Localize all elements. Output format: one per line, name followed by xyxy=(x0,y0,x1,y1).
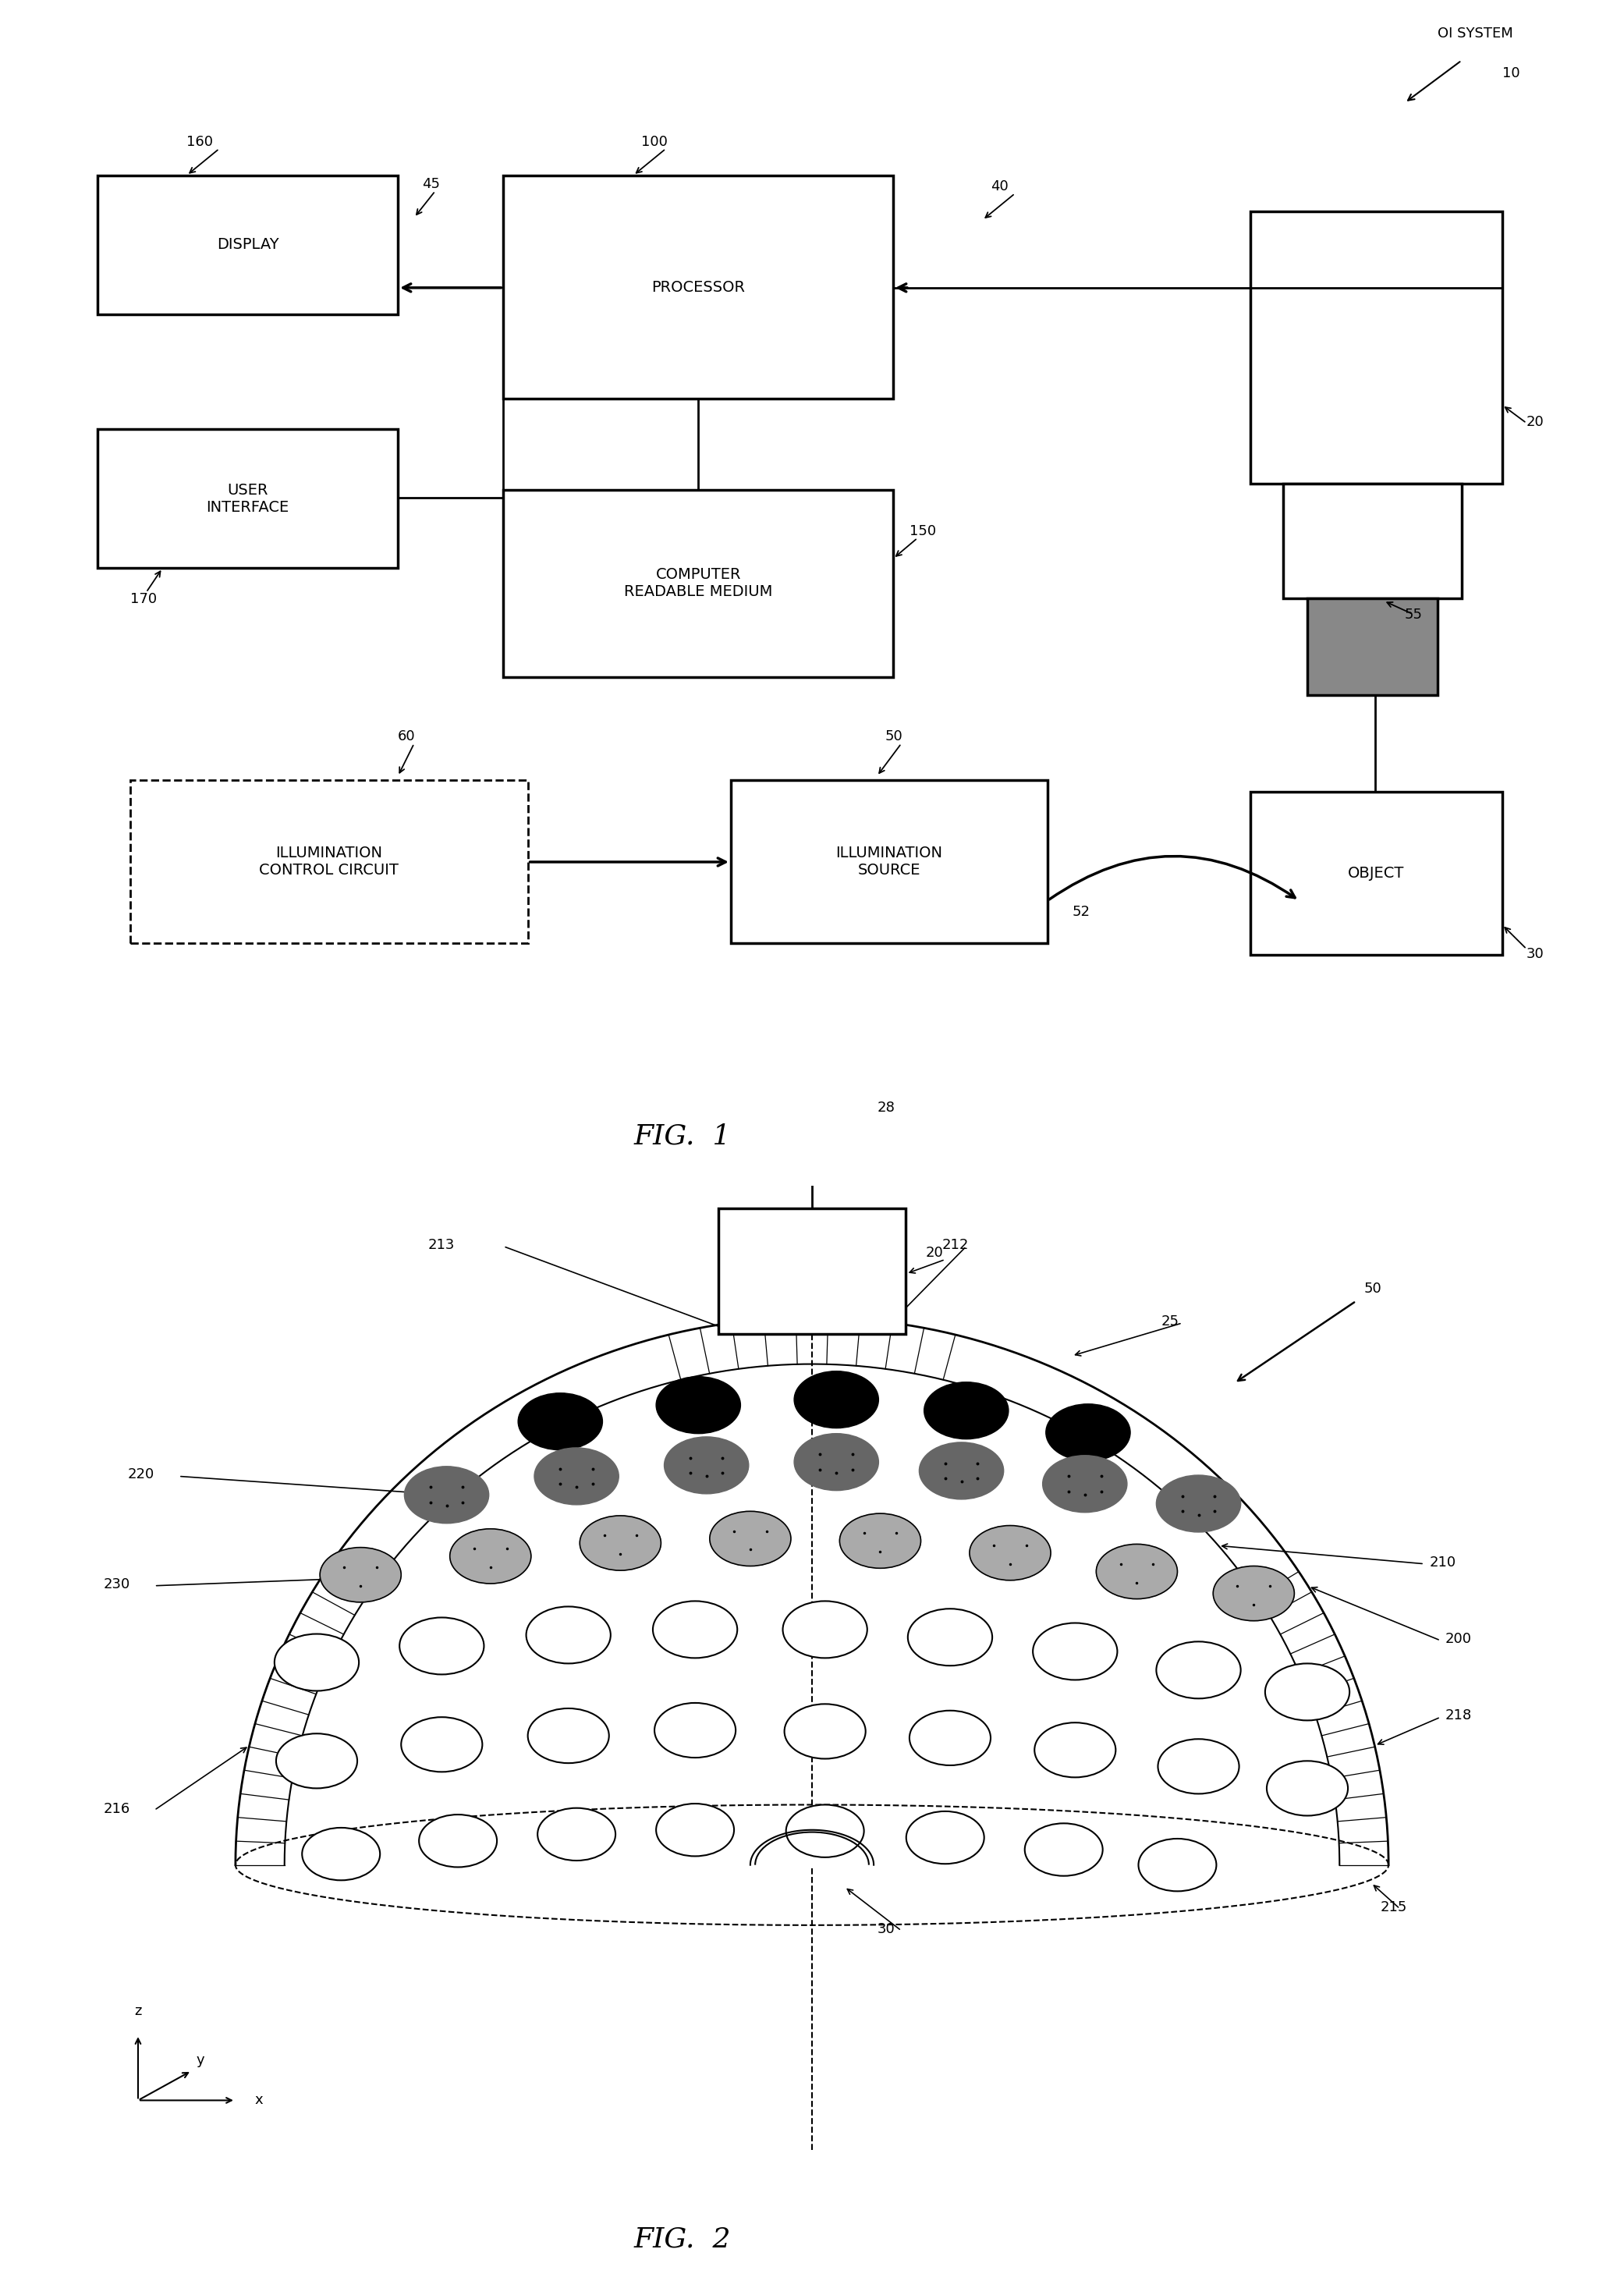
Circle shape xyxy=(919,1442,1004,1499)
Text: 28: 28 xyxy=(877,1102,895,1115)
Bar xyxy=(503,176,893,399)
Text: 150: 150 xyxy=(909,525,935,538)
Circle shape xyxy=(1034,1722,1116,1777)
Text: 216: 216 xyxy=(104,1802,130,1816)
Text: OI SYSTEM: OI SYSTEM xyxy=(1437,27,1512,41)
Circle shape xyxy=(656,1804,734,1857)
Circle shape xyxy=(654,1704,736,1759)
Text: FIG.  2: FIG. 2 xyxy=(633,2226,731,2254)
Bar xyxy=(1283,484,1462,598)
Circle shape xyxy=(1043,1455,1127,1512)
Bar xyxy=(503,490,893,677)
Circle shape xyxy=(1046,1405,1130,1460)
Circle shape xyxy=(450,1528,531,1583)
Text: OBJECT: OBJECT xyxy=(1348,867,1405,880)
Text: 25: 25 xyxy=(1161,1314,1179,1328)
Text: 50: 50 xyxy=(1364,1282,1382,1296)
Circle shape xyxy=(840,1515,921,1569)
Circle shape xyxy=(909,1711,991,1765)
Text: FIG.  1: FIG. 1 xyxy=(633,1122,731,1150)
Circle shape xyxy=(526,1606,611,1663)
Circle shape xyxy=(786,1804,864,1857)
Text: 170: 170 xyxy=(130,593,156,607)
Text: y: y xyxy=(197,2053,205,2067)
Text: x: x xyxy=(255,2094,263,2108)
Circle shape xyxy=(1156,1476,1241,1533)
Circle shape xyxy=(970,1526,1051,1581)
Text: 212: 212 xyxy=(942,1239,970,1252)
Circle shape xyxy=(276,1734,357,1788)
Circle shape xyxy=(400,1617,484,1674)
Circle shape xyxy=(1096,1544,1177,1599)
Text: 218: 218 xyxy=(1445,1708,1471,1722)
Bar xyxy=(1307,598,1437,696)
Text: 200: 200 xyxy=(1445,1631,1471,1647)
Text: 45: 45 xyxy=(422,178,440,192)
Circle shape xyxy=(528,1708,609,1763)
Text: 60: 60 xyxy=(398,730,416,744)
Text: 55: 55 xyxy=(1405,607,1423,620)
Bar xyxy=(1250,792,1502,956)
Bar xyxy=(731,780,1047,942)
Circle shape xyxy=(419,1816,497,1868)
Circle shape xyxy=(664,1437,749,1494)
Bar xyxy=(718,1209,906,1334)
Text: 213: 213 xyxy=(427,1239,455,1252)
Circle shape xyxy=(1033,1624,1117,1679)
Text: 210: 210 xyxy=(1429,1556,1455,1569)
Text: 230: 230 xyxy=(104,1576,130,1592)
Bar xyxy=(130,780,528,942)
Circle shape xyxy=(908,1608,992,1665)
Circle shape xyxy=(784,1704,866,1759)
Text: 215: 215 xyxy=(1380,1900,1408,1914)
Circle shape xyxy=(401,1718,482,1772)
Text: 30: 30 xyxy=(877,1923,895,1937)
Text: 20: 20 xyxy=(926,1245,944,1259)
Circle shape xyxy=(274,1633,359,1690)
Text: 100: 100 xyxy=(641,135,667,148)
Circle shape xyxy=(794,1432,879,1489)
Circle shape xyxy=(653,1601,737,1658)
Circle shape xyxy=(538,1809,615,1861)
Circle shape xyxy=(1213,1567,1294,1622)
Bar xyxy=(97,429,398,568)
Circle shape xyxy=(518,1394,603,1451)
Text: USER
INTERFACE: USER INTERFACE xyxy=(206,484,289,516)
Bar xyxy=(1250,212,1502,484)
Text: 220: 220 xyxy=(128,1467,154,1483)
Circle shape xyxy=(1025,1823,1103,1875)
Polygon shape xyxy=(750,1829,874,1866)
Circle shape xyxy=(1156,1642,1241,1699)
Text: 40: 40 xyxy=(991,180,1009,194)
Circle shape xyxy=(710,1512,791,1567)
Circle shape xyxy=(1267,1761,1348,1816)
Text: z: z xyxy=(135,2005,141,2019)
Circle shape xyxy=(404,1467,489,1524)
Bar xyxy=(97,176,398,315)
Text: 50: 50 xyxy=(885,730,903,744)
Circle shape xyxy=(783,1601,867,1658)
Circle shape xyxy=(656,1378,741,1432)
Circle shape xyxy=(302,1827,380,1880)
Text: 52: 52 xyxy=(1072,906,1090,919)
Text: 20: 20 xyxy=(1527,415,1544,429)
Text: ILLUMINATION
SOURCE: ILLUMINATION SOURCE xyxy=(836,846,942,878)
Circle shape xyxy=(794,1371,879,1428)
Text: DISPLAY: DISPLAY xyxy=(216,237,279,253)
Text: ILLUMINATION
CONTROL CIRCUIT: ILLUMINATION CONTROL CIRCUIT xyxy=(260,846,398,878)
Circle shape xyxy=(1158,1738,1239,1793)
Circle shape xyxy=(924,1382,1009,1439)
Circle shape xyxy=(1138,1838,1216,1891)
Circle shape xyxy=(320,1547,401,1601)
Text: 10: 10 xyxy=(1502,66,1520,80)
Text: COMPUTER
READABLE MEDIUM: COMPUTER READABLE MEDIUM xyxy=(624,568,773,600)
Circle shape xyxy=(1265,1663,1350,1720)
Circle shape xyxy=(534,1448,619,1505)
Circle shape xyxy=(906,1811,984,1864)
Circle shape xyxy=(580,1515,661,1569)
Text: PROCESSOR: PROCESSOR xyxy=(651,281,745,294)
Text: 160: 160 xyxy=(187,135,213,148)
Text: 30: 30 xyxy=(1527,947,1544,960)
